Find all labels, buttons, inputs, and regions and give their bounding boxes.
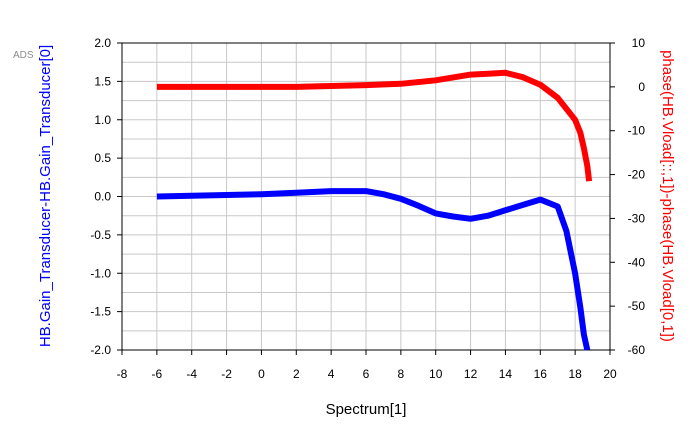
x-tick-label: 14 <box>499 367 513 381</box>
y-left-tick-label: 1.0 <box>94 113 111 127</box>
x-tick-label: -4 <box>186 367 197 381</box>
y-left-tick-label: 0.5 <box>94 151 111 165</box>
y-left-tick-label: 1.5 <box>94 74 111 88</box>
y-right-tick-labels: 10 0 -10 -20 -30 -40 -50 -60 <box>610 36 645 357</box>
x-tick-label: 2 <box>293 367 300 381</box>
x-tick-label: 8 <box>398 367 405 381</box>
y-right-axis-label: phase(HB.Vload[::,1])-phase(HB.Vload[0,1… <box>659 50 676 342</box>
y-left-tick-label: 2.0 <box>94 36 111 50</box>
grid <box>122 43 610 350</box>
x-tick-label: -2 <box>221 367 232 381</box>
series-line-gain <box>156 188 591 351</box>
x-tick-label: -6 <box>152 367 163 381</box>
brand-label: ADS <box>13 50 34 61</box>
x-tick-label: -8 <box>117 367 128 381</box>
y-left-tick-label: -0.5 <box>90 228 111 242</box>
x-tick-label: 20 <box>603 367 617 381</box>
y-right-tick-label: 0 <box>638 80 645 94</box>
x-axis-label: Spectrum[1] <box>326 401 407 418</box>
y-right-tick-label: 10 <box>632 36 646 50</box>
y-left-tick-label: 0.0 <box>94 190 111 204</box>
x-tick-label: 6 <box>363 367 370 381</box>
y-right-tick-label: -20 <box>628 168 646 182</box>
y-right-tick-label: -30 <box>628 211 646 225</box>
y-left-tick-labels: 2.0 1.5 1.0 0.5 0.0 -0.5 -1.0 -1.5 -2.0 <box>90 36 122 357</box>
x-tick-label: 10 <box>429 367 443 381</box>
y-left-axis-label: HB.Gain_Transducer-HB.Gain_Transducer[0] <box>37 45 54 347</box>
x-tick-label: 0 <box>258 367 265 381</box>
series-layer <box>156 69 593 351</box>
x-tick-label: 16 <box>534 367 548 381</box>
y-right-tick-label: -40 <box>628 255 646 269</box>
y-right-tick-label: -60 <box>628 343 646 357</box>
x-tick-label: 12 <box>464 367 478 381</box>
y-left-tick-label: -2.0 <box>90 343 111 357</box>
x-tick-label: 18 <box>568 367 582 381</box>
y-right-tick-label: -50 <box>628 299 646 313</box>
x-tick-label: 4 <box>328 367 335 381</box>
y-left-tick-label: -1.0 <box>90 266 111 280</box>
y-left-tick-label: -1.5 <box>90 305 111 319</box>
y-right-tick-label: -10 <box>628 124 646 138</box>
series-line-phase <box>156 69 593 182</box>
x-tick-labels: -8 -6 -4 -2 0 2 4 6 8 10 12 14 16 18 20 <box>117 350 617 381</box>
